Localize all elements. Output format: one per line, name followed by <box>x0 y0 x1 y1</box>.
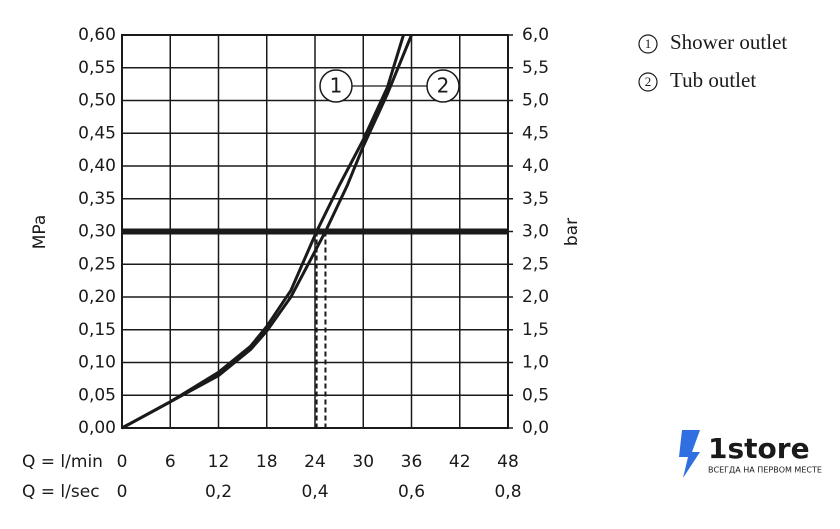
x-tick-label: 48 <box>497 452 519 472</box>
callout-circle <box>426 69 460 103</box>
legend-label: Tub outlet <box>670 68 756 92</box>
y2-tick-label: 0,5 <box>522 385 549 405</box>
y-tick-label: 0,45 <box>78 123 116 143</box>
x-tick-label: 24 <box>304 452 326 472</box>
callout-label: 1 <box>330 74 343 98</box>
callout-label: 2 <box>437 74 450 98</box>
y-tick-label: 0,05 <box>78 385 116 405</box>
y2-tick-label: 2,0 <box>522 287 549 307</box>
y2-tick-label: 0,0 <box>522 418 549 438</box>
logo-title: 1store <box>708 432 810 465</box>
x-tick-label: 12 <box>208 452 230 472</box>
x-tick-label: 42 <box>449 452 471 472</box>
y2-tick-label: 2,5 <box>522 254 549 274</box>
y-tick-label: 0,30 <box>78 222 116 242</box>
legend-symbol <box>638 72 658 92</box>
callout-circle <box>319 69 353 103</box>
x-tick-label: 30 <box>352 452 374 472</box>
x-tick-label: 18 <box>256 452 278 472</box>
y-axis-label: MPa <box>30 215 50 250</box>
series-line <box>121 34 405 430</box>
y-tick-label: 0,55 <box>78 58 116 78</box>
x-tick-label: 36 <box>401 452 423 472</box>
legend-symbol <box>638 34 658 54</box>
y2-tick-label: 4,0 <box>522 156 549 176</box>
x2-axis-label: Q = l/sec <box>22 482 100 502</box>
x2-tick-label: 0,4 <box>301 482 328 502</box>
y-tick-label: 0,25 <box>78 254 116 274</box>
y2-tick-label: 3,5 <box>522 189 549 209</box>
x2-tick-label: 0 <box>117 482 128 502</box>
x-tick-label: 0 <box>117 452 128 472</box>
y-tick-label: 0,15 <box>78 320 116 340</box>
legend-symbol-label: 2 <box>645 74 652 89</box>
y-tick-label: 0,20 <box>78 287 116 307</box>
legend-symbol-label: 1 <box>645 36 652 51</box>
x-axis-label: Q = l/min <box>22 452 103 472</box>
x2-tick-label: 0,8 <box>494 482 521 502</box>
series-line <box>121 34 413 430</box>
legend-label: Shower outlet <box>670 30 787 54</box>
logo-tagline: ВСЕГДА НА ПЕРВОМ МЕСТЕ <box>708 466 822 475</box>
x2-tick-label: 0,6 <box>398 482 425 502</box>
y2-axis-label: bar <box>562 218 582 246</box>
y-tick-label: 0,35 <box>78 189 116 209</box>
y2-tick-label: 1,5 <box>522 320 549 340</box>
x2-tick-label: 0,2 <box>205 482 232 502</box>
y2-tick-label: 6,0 <box>522 25 549 45</box>
watermark: 1store ВСЕГДА НА ПЕРВОМ МЕСТЕ <box>679 430 822 478</box>
y2-tick-label: 1,0 <box>522 353 549 373</box>
y-tick-label: 0,40 <box>78 156 116 176</box>
y2-tick-label: 5,0 <box>522 91 549 111</box>
y2-tick-label: 5,5 <box>522 58 549 78</box>
y-tick-label: 0,10 <box>78 353 116 373</box>
y2-tick-label: 3,0 <box>522 222 549 242</box>
x-tick-label: 6 <box>165 452 176 472</box>
y2-tick-label: 4,5 <box>522 123 549 143</box>
logo-icon <box>679 430 700 478</box>
y-tick-label: 0,00 <box>78 418 116 438</box>
y-tick-label: 0,50 <box>78 91 116 111</box>
y-tick-label: 0,60 <box>78 25 116 45</box>
